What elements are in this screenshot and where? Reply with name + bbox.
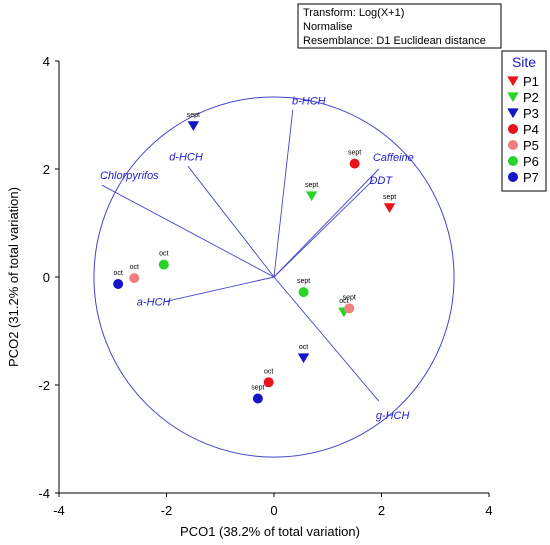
legend-marker (508, 140, 518, 150)
vector-line (273, 168, 380, 278)
y-tick-label: -2 (38, 378, 50, 393)
vector-label: Chlorpyrifos (100, 170, 159, 182)
legend-label: P2 (523, 90, 539, 105)
vector-overlay: b-HCH d-HCH Chlorpyrifos Caffeine DDT a-HCH g-… (100, 96, 414, 423)
point-marker (305, 191, 318, 202)
info-line-resemblance: Resemblance: D1 Euclidean distance (303, 35, 486, 47)
x-axis-title: PCO1 (38.2% of total variation) (180, 524, 360, 539)
vector-line (187, 166, 275, 278)
point-label: oct (299, 344, 308, 351)
vector-label: DDT (369, 175, 393, 187)
vector-label: g-HCH (376, 410, 410, 422)
info-box-frame (297, 3, 502, 49)
legend-marker (508, 156, 518, 166)
legend-marker (508, 124, 518, 134)
legend-label: P7 (523, 170, 539, 185)
vector-label: b-HCH (292, 96, 326, 108)
point-label: oct (339, 298, 348, 305)
x-tick-label: -4 (53, 503, 65, 518)
correlation-circle (93, 96, 455, 458)
legend-frame (501, 50, 547, 192)
legend-marker (508, 172, 518, 182)
x-tick-label: 4 (485, 503, 492, 518)
info-box: Transform: Log(X+1) Normalise Resemblanc… (297, 3, 502, 49)
legend-marker (507, 108, 519, 119)
point-label: sept (348, 150, 361, 157)
point-marker (158, 259, 169, 270)
legend-marker (507, 92, 519, 103)
point-marker (297, 353, 310, 364)
y-tick-label: 0 (43, 270, 50, 285)
vector-label: d-HCH (169, 151, 203, 163)
point-marker (113, 279, 124, 290)
vector-line (273, 179, 374, 278)
vector-line (166, 276, 275, 302)
vector-label: a-HCH (137, 296, 171, 308)
vector-line (273, 109, 294, 278)
point-label: oct (159, 251, 168, 258)
data-points: septseptseptseptoctoctoctseptoctseptocto… (113, 112, 396, 404)
legend-label: P5 (523, 138, 539, 153)
x-ticks: -4 -2 0 2 4 (53, 493, 493, 518)
point-marker (252, 393, 263, 404)
vector-line (273, 276, 380, 402)
point-label: sept (343, 294, 356, 301)
y-ticks: -4 -2 0 2 4 (38, 54, 59, 501)
legend-label: P1 (523, 74, 539, 89)
point-marker (344, 303, 355, 314)
legend-label: P4 (523, 122, 539, 137)
info-line-transform: Transform: Log(X+1) (303, 7, 404, 19)
point-label: sept (297, 278, 310, 285)
point-marker (349, 158, 360, 169)
legend-marker (507, 76, 519, 87)
point-label: sept (251, 385, 264, 392)
point-label: sept (383, 194, 396, 201)
y-tick-label: 2 (43, 162, 50, 177)
point-label: sept (187, 112, 200, 119)
point-label: oct (130, 264, 139, 271)
legend-label: P3 (523, 106, 539, 121)
plot-area: -4 -2 0 2 4 -4 -2 0 2 4 b-HCH d-HCH Chlorpyrifos Ca… (38, 54, 492, 518)
point-label: oct (264, 368, 273, 375)
point-marker (129, 273, 140, 284)
point-label: sept (305, 182, 318, 189)
point-label: oct (113, 270, 122, 277)
y-axis-title: PCO2 (31.2% of total variation) (6, 187, 21, 367)
point-marker (298, 287, 309, 298)
y-tick-label: -4 (38, 486, 50, 501)
y-tick-label: 4 (43, 54, 50, 69)
x-tick-label: 0 (270, 503, 277, 518)
x-tick-label: 2 (378, 503, 385, 518)
x-tick-label: -2 (161, 503, 173, 518)
legend-label: P6 (523, 154, 539, 169)
point-marker (383, 203, 396, 214)
info-line-normalise: Normalise (303, 21, 353, 33)
vector-line (101, 184, 275, 278)
point-marker (187, 121, 200, 131)
legend-title: Site (512, 54, 536, 70)
point-marker (263, 377, 274, 388)
vector-label: Caffeine (373, 152, 414, 164)
